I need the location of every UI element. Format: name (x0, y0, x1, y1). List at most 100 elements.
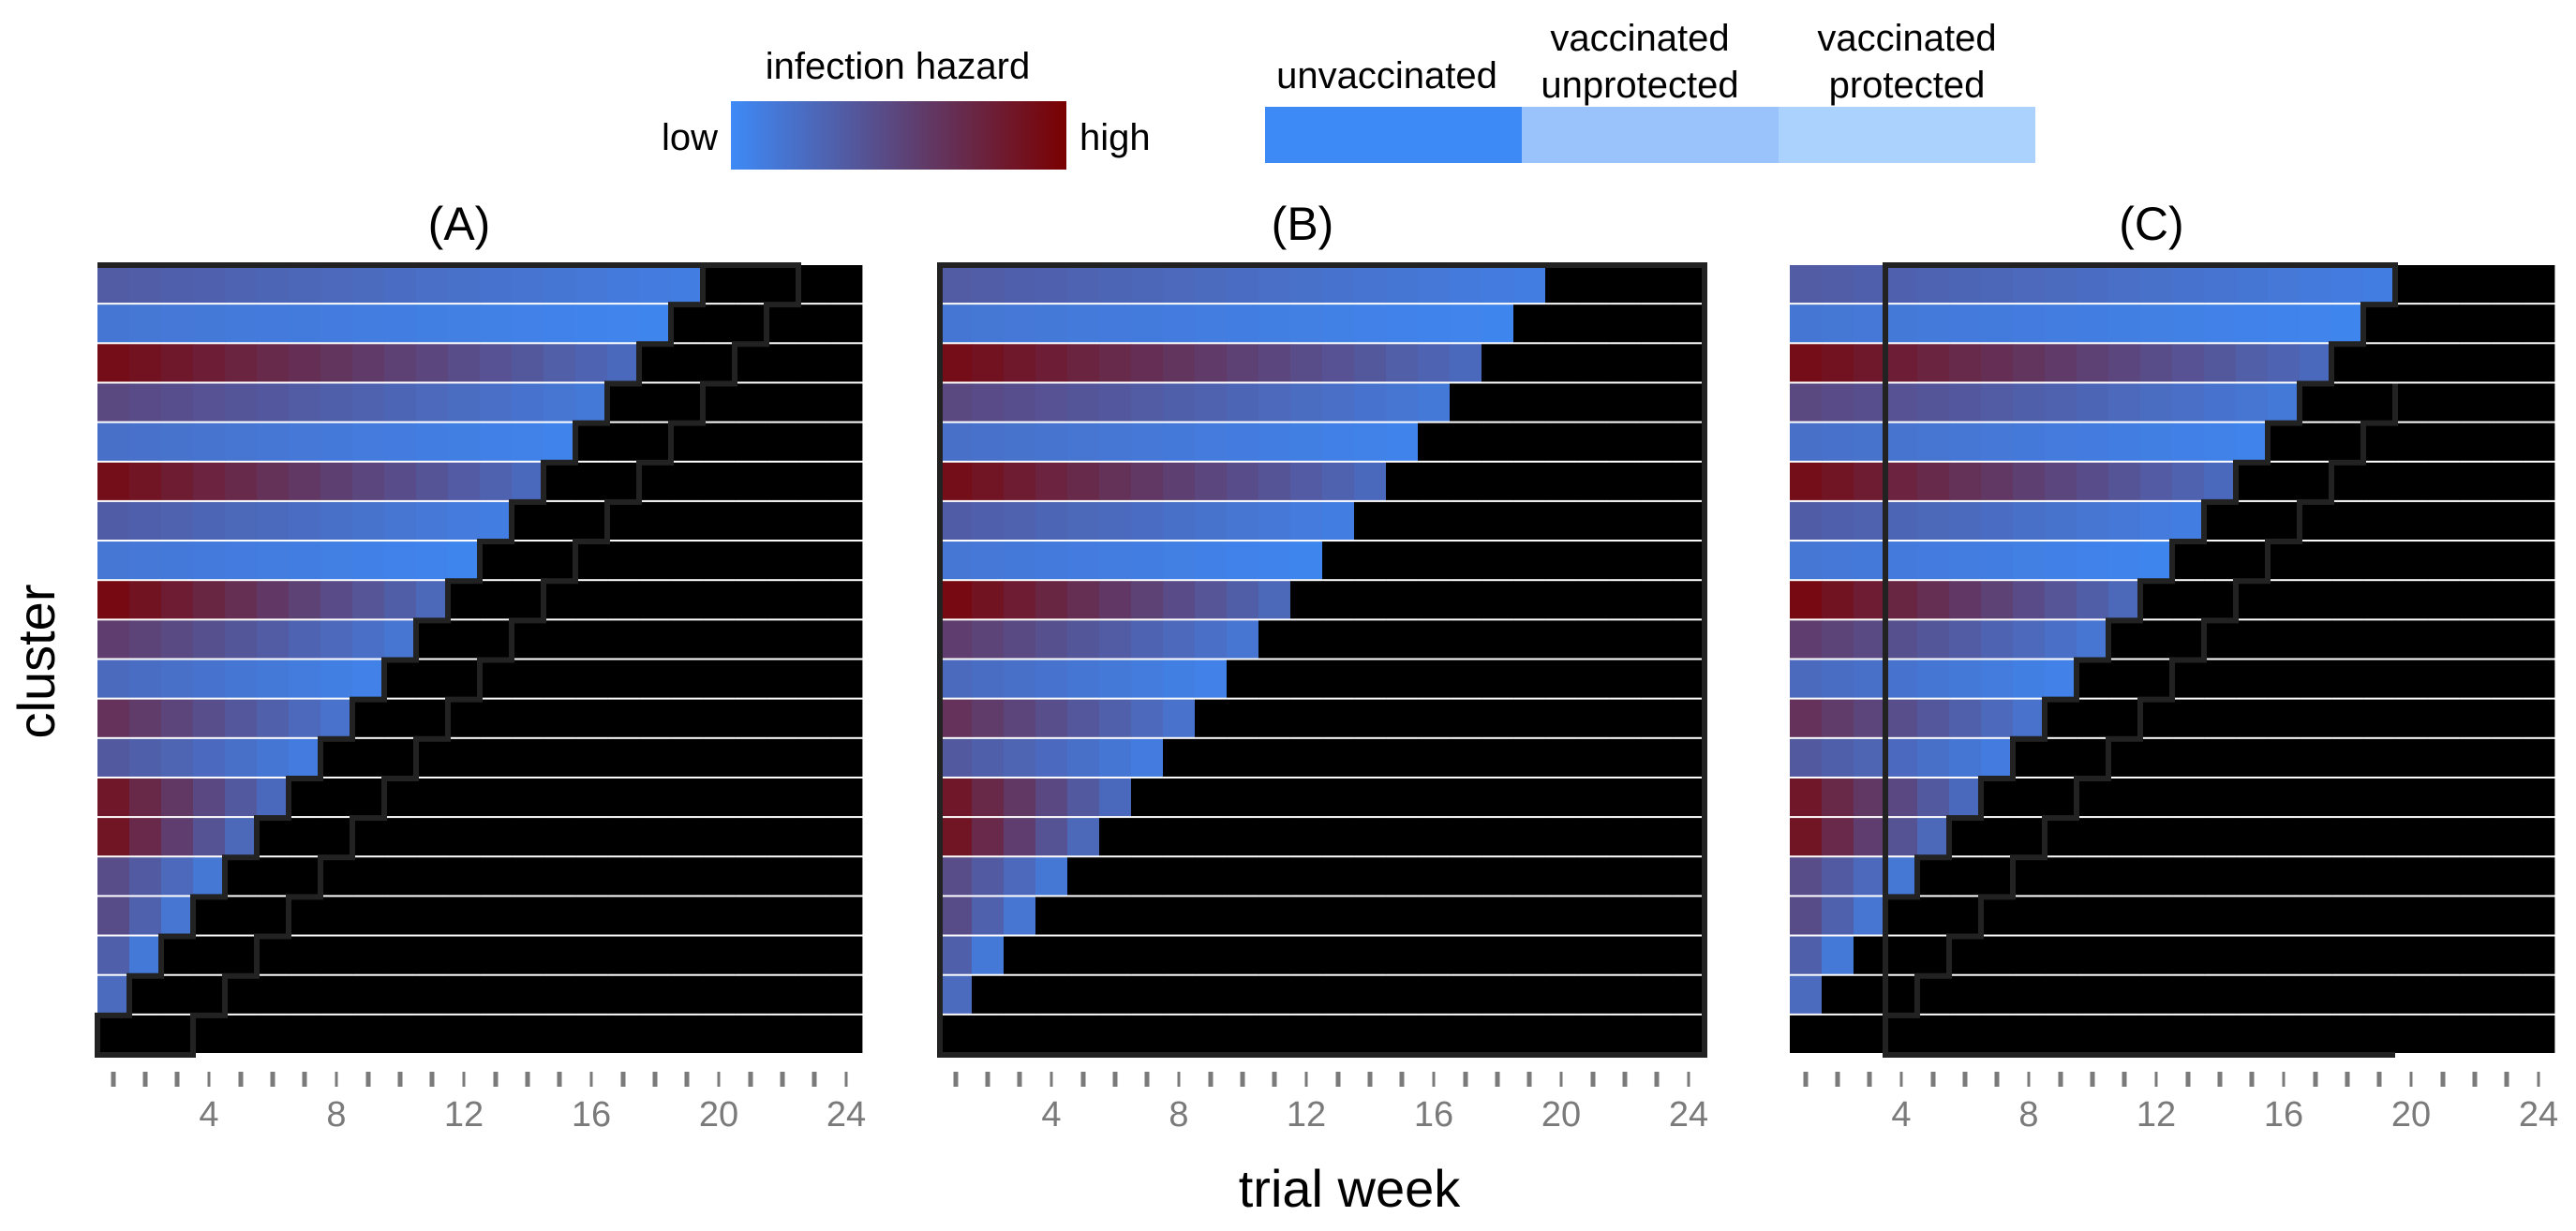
heatmap-cell (830, 383, 863, 422)
heatmap-cell (1227, 581, 1259, 619)
heatmap-cell (1258, 699, 1291, 737)
heatmap-cell (2140, 620, 2173, 659)
heatmap-cell (2459, 581, 2492, 619)
heatmap-cell (225, 541, 258, 580)
x-tick-label: 24 (826, 1095, 866, 1135)
heatmap-cell (1822, 699, 1854, 737)
heatmap-cell (1322, 975, 1355, 1014)
heatmap-cell (1822, 857, 1854, 896)
heatmap-cell (575, 462, 608, 500)
heatmap-cell (129, 265, 162, 304)
heatmap-cell (1641, 738, 1674, 777)
heatmap-cell (2395, 975, 2428, 1014)
heatmap-cell (97, 936, 130, 974)
heatmap-cell (289, 699, 321, 737)
x-tick-label: 20 (1541, 1095, 1581, 1135)
heatmap-cell (2395, 936, 2428, 974)
heatmap-cell (1673, 778, 1705, 817)
heatmap-cell (735, 1015, 767, 1053)
heatmap-cell (735, 818, 767, 856)
heatmap-cell (1885, 936, 1918, 974)
heatmap-cell (2045, 304, 2077, 343)
heatmap-cell (2459, 738, 2492, 777)
heatmap-cell (607, 975, 640, 1014)
heatmap-cell (1822, 304, 1854, 343)
heatmap-cell (671, 383, 704, 422)
heatmap-cell (97, 818, 130, 856)
heatmap-cell (972, 857, 1005, 896)
heatmap-cell (1035, 660, 1068, 698)
heatmap-cell (1035, 818, 1068, 856)
heatmap-cell (1545, 620, 1578, 659)
heatmap-cell (289, 818, 321, 856)
heatmap-cell (1577, 265, 1610, 304)
heatmap-cell (448, 936, 481, 974)
heatmap-cell (1641, 383, 1674, 422)
heatmap-cell (1227, 304, 1259, 343)
heatmap-cell (2395, 304, 2428, 343)
heatmap-cell (1885, 778, 1918, 817)
heatmap-cell (193, 581, 226, 619)
heatmap-cell (2268, 1015, 2301, 1053)
heatmap-cell (607, 344, 640, 382)
heatmap-cell (1822, 1015, 1854, 1053)
heatmap-cell (1258, 936, 1291, 974)
heatmap-cell (2331, 383, 2364, 422)
heatmap-cell (1290, 462, 1323, 500)
heatmap-cell (1450, 699, 1482, 737)
heatmap-cell (671, 581, 704, 619)
heatmap-cell (1641, 462, 1674, 500)
heatmap-cell (2523, 265, 2555, 304)
heatmap-cell (798, 897, 831, 935)
heatmap-cell (2523, 660, 2555, 698)
heatmap-cell (767, 738, 799, 777)
heatmap-cell (2459, 620, 2492, 659)
heatmap-cell (1004, 304, 1036, 343)
heatmap-cell (480, 581, 513, 619)
heatmap-cell (2268, 699, 2301, 737)
heatmap-cell (512, 1015, 544, 1053)
heatmap-cell (2172, 620, 2205, 659)
heatmap-cell (257, 897, 290, 935)
heatmap-cell (512, 344, 544, 382)
heatmap-cell (352, 265, 385, 304)
heatmap-cell (1545, 897, 1578, 935)
heatmap-cell (2331, 581, 2364, 619)
heatmap-cell (798, 778, 831, 817)
heatmap-cell (1981, 344, 2014, 382)
heatmap-cell (384, 660, 417, 698)
heatmap-cell (2045, 501, 2077, 541)
heatmap-cell (2331, 857, 2364, 896)
heatmap-cell (1513, 699, 1546, 737)
heatmap-cell (97, 462, 130, 500)
heatmap-cell (671, 699, 704, 737)
heatmap-cell (1790, 660, 1823, 698)
heatmap-cell (320, 304, 353, 343)
heatmap-cell (1641, 344, 1674, 382)
heatmap-cell (575, 818, 608, 856)
heatmap-cell (512, 738, 544, 777)
panel-title: (B) (1272, 198, 1334, 250)
heatmap-cell (129, 423, 162, 461)
heatmap-cell (1545, 778, 1578, 817)
heatmap-cell (2140, 975, 2173, 1014)
heatmap-cell (512, 462, 544, 500)
heatmap-cell (1322, 344, 1355, 382)
heatmap-cell (1163, 501, 1196, 541)
heatmap-cell (2108, 304, 2141, 343)
heatmap-cell (940, 818, 973, 856)
heatmap-cell (671, 501, 704, 541)
heatmap-cell (2491, 541, 2524, 580)
heatmap-cell (1885, 304, 1918, 343)
heatmap-cell (2236, 699, 2269, 737)
heatmap-cell (416, 462, 449, 500)
heatmap-cell (1354, 265, 1387, 304)
heatmap-cell (2427, 344, 2460, 382)
heatmap-cell (1163, 1015, 1196, 1053)
heatmap-cell (639, 462, 672, 500)
heatmap-cell (1641, 897, 1674, 935)
heatmap-cell (352, 1015, 385, 1053)
heatmap-cell (1354, 857, 1387, 896)
heatmap-cell (1227, 857, 1259, 896)
heatmap-cell (1067, 699, 1100, 737)
